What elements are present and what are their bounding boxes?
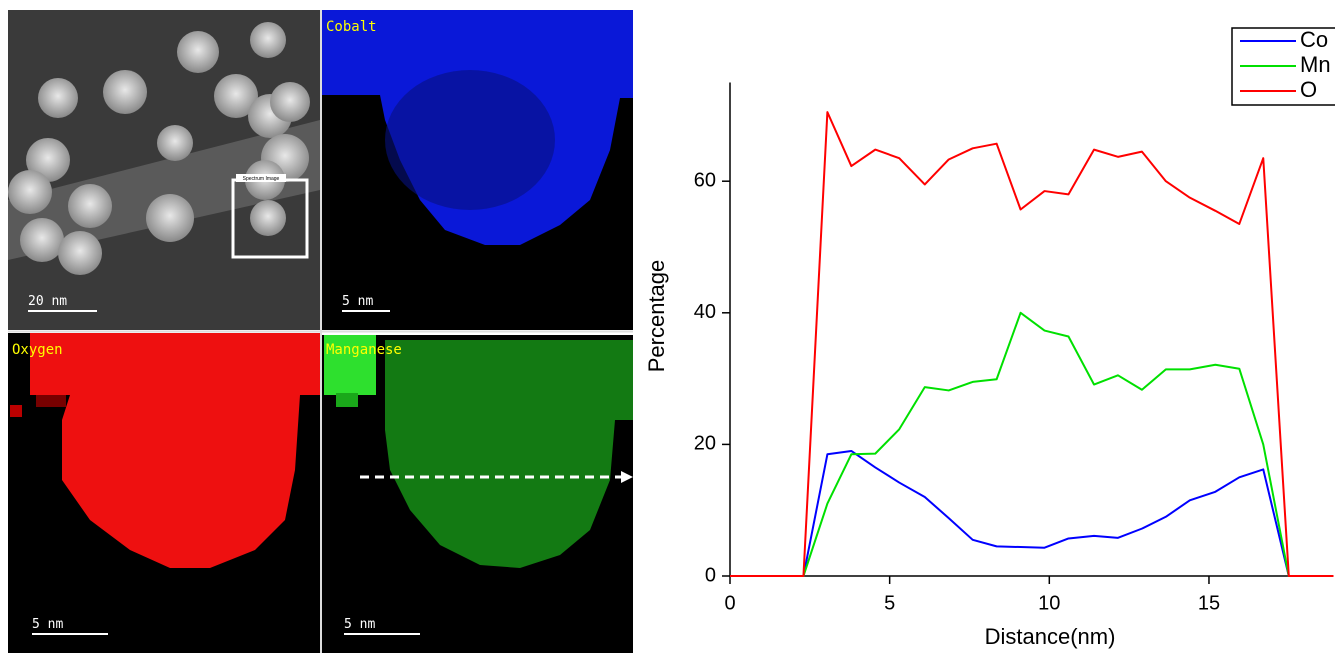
x-axis-title: Distance(nm) bbox=[985, 624, 1116, 649]
series-line bbox=[730, 111, 1334, 577]
x-tick-label: 10 bbox=[1038, 592, 1060, 614]
line-chart: Distance(nm) Percentage 0 20 40 60 0 5 10 15 CoM… bbox=[644, 27, 1335, 649]
scale-label: 5 nm bbox=[32, 617, 63, 632]
inset-label: Spectrum Image bbox=[243, 176, 280, 182]
y-axis-title: Percentage bbox=[644, 260, 669, 373]
legend-label: Mn bbox=[1300, 52, 1331, 77]
scale-label: 5 nm bbox=[344, 617, 375, 632]
map-label: Cobalt bbox=[326, 19, 377, 35]
scale-label: 20 nm bbox=[28, 294, 67, 309]
x-tick-label: 0 bbox=[724, 592, 735, 614]
legend-label: O bbox=[1300, 77, 1317, 102]
series-line bbox=[730, 449, 1334, 577]
scale-label: 5 nm bbox=[342, 294, 373, 309]
y-tick-label: 60 bbox=[694, 169, 716, 191]
y-tick-label: 20 bbox=[694, 433, 716, 455]
haadf-image: Spectrum Image 20 nm bbox=[8, 10, 320, 330]
cobalt-map: Cobalt 5 nm bbox=[322, 10, 633, 330]
manganese-map: Manganese 5 nm bbox=[322, 335, 633, 653]
y-tick-label: 0 bbox=[705, 564, 716, 586]
legend-label: Co bbox=[1300, 27, 1328, 52]
y-tick-label: 40 bbox=[694, 301, 716, 323]
x-tick-label: 15 bbox=[1198, 592, 1220, 614]
map-label: Oxygen bbox=[12, 342, 63, 358]
series-line bbox=[730, 311, 1334, 577]
x-tick-label: 5 bbox=[884, 592, 895, 614]
oxygen-map: Oxygen 5 nm bbox=[8, 333, 320, 653]
map-label: Manganese bbox=[326, 342, 402, 358]
